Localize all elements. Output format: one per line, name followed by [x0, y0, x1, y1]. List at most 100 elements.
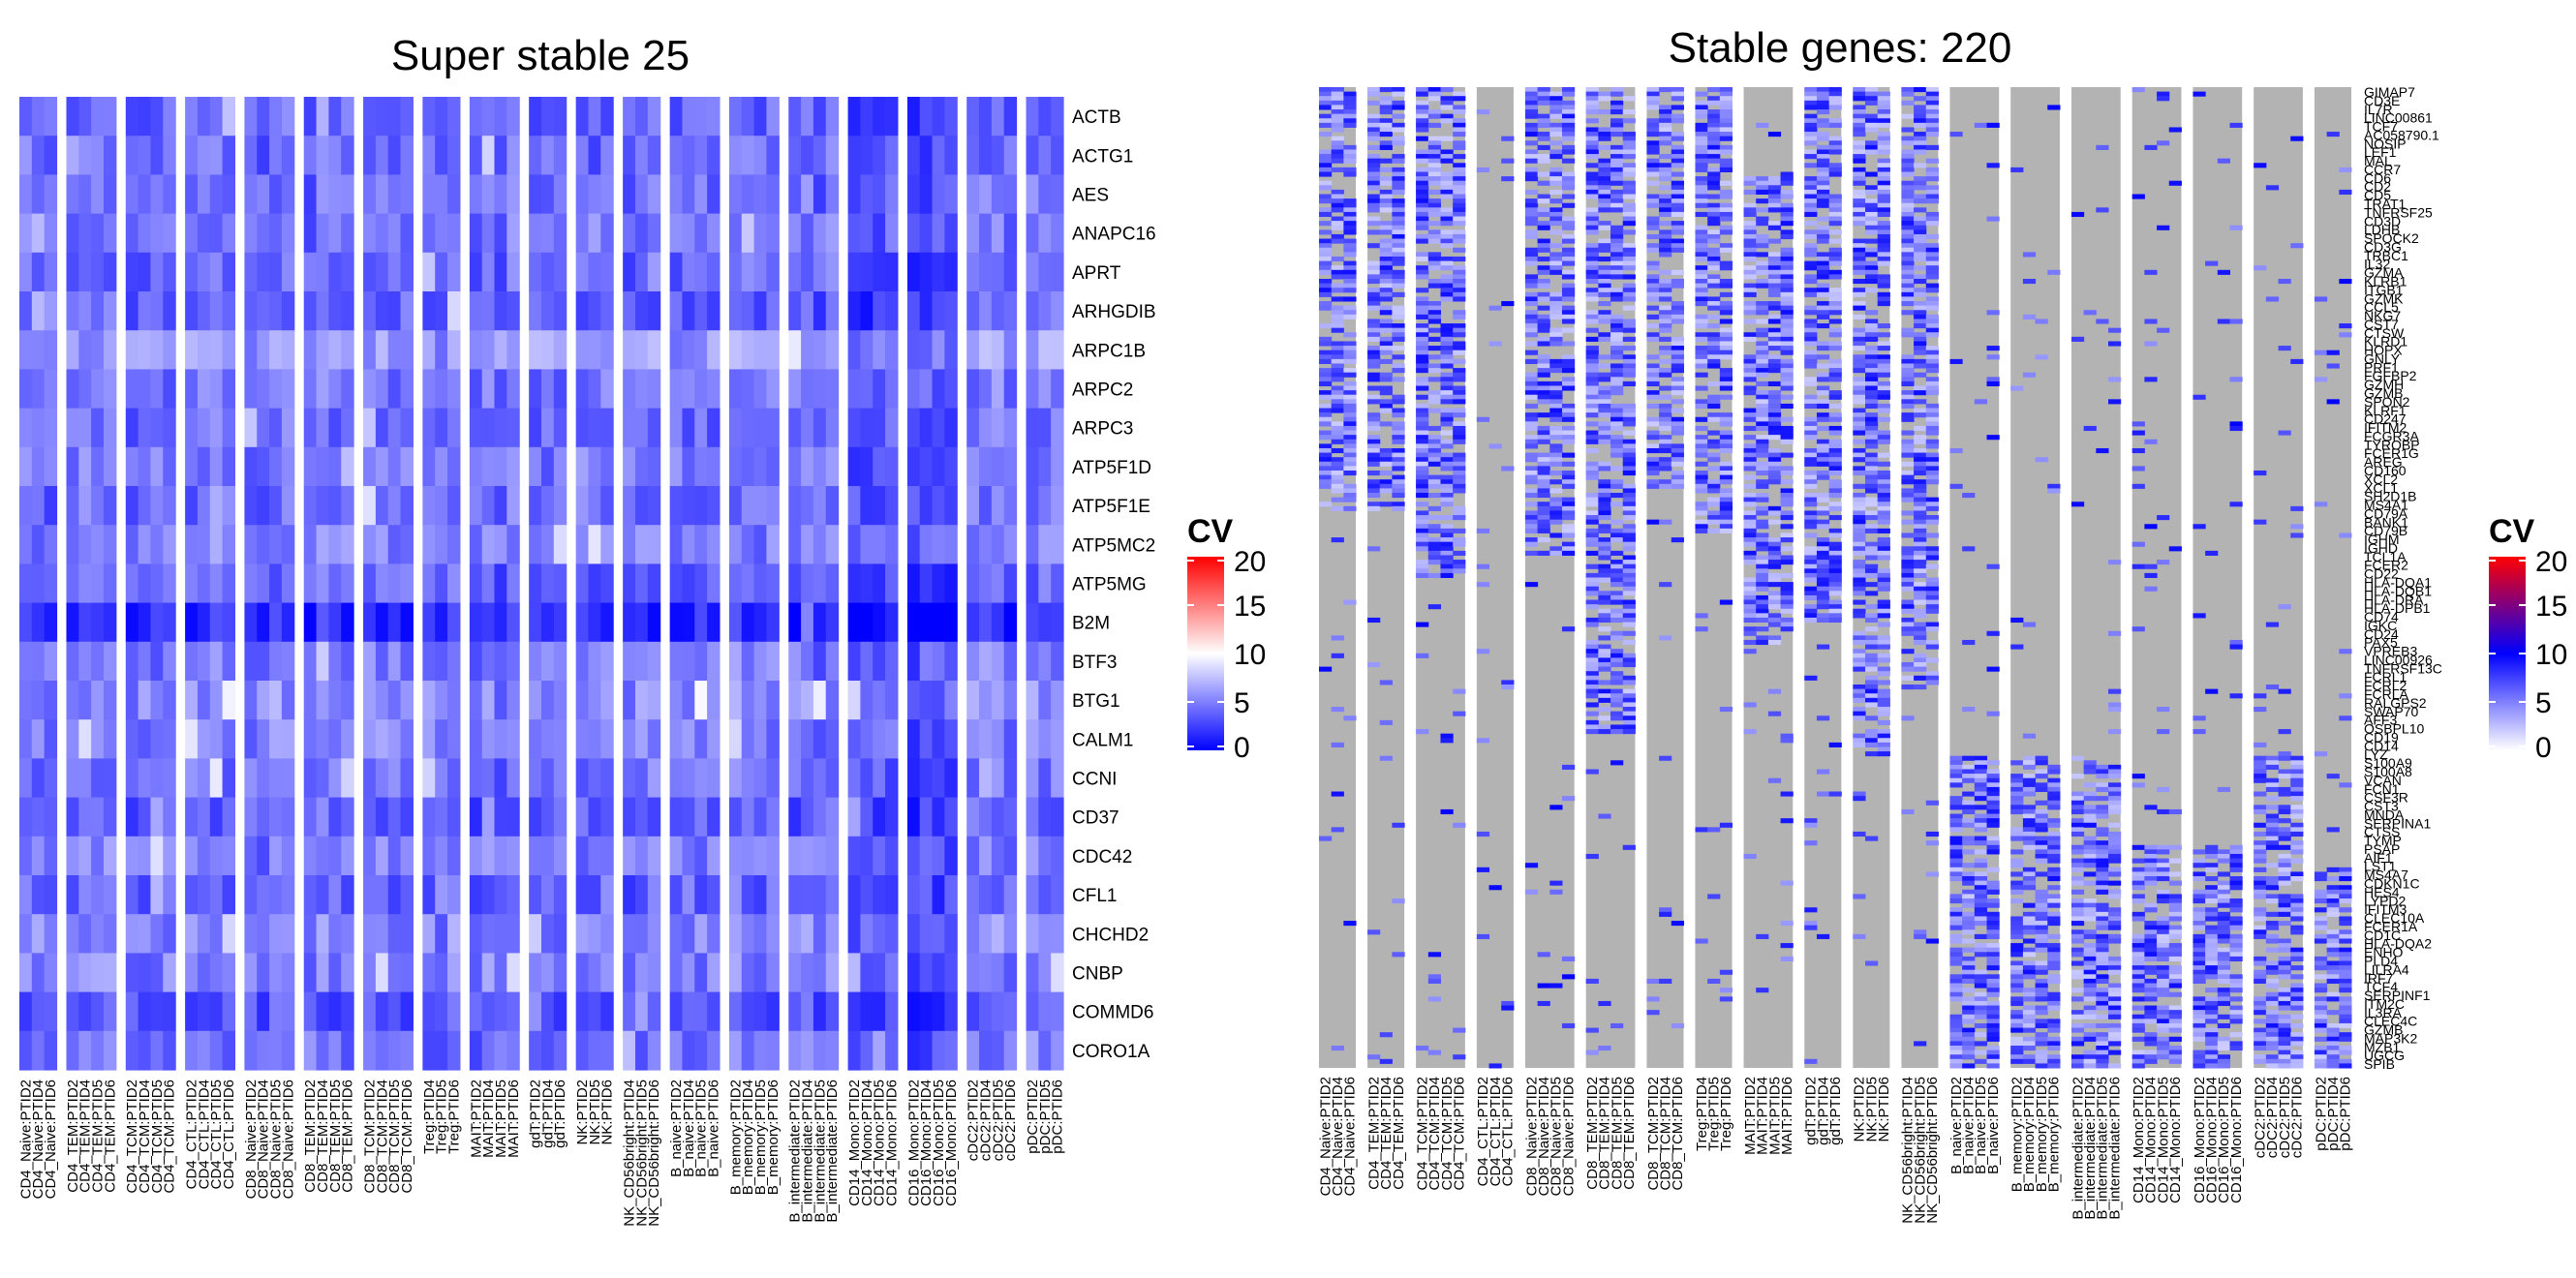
left-heat-cell [600, 641, 614, 682]
right-heat-cell [1440, 568, 1454, 574]
right-heat-cell [1925, 216, 1939, 222]
left-heat-cell [31, 136, 46, 175]
right-heat-cell [1877, 390, 1890, 396]
left-heat-cell [66, 641, 79, 682]
left-heat-cell [435, 369, 448, 410]
right-heat-cell [1343, 105, 1357, 110]
right-heat-cell [1598, 528, 1611, 533]
right-heat-cell [1416, 136, 1429, 141]
right-heat-cell [1319, 265, 1333, 271]
right-heat-cell [1453, 822, 1466, 828]
left-heat-cell [222, 719, 236, 759]
right-heat-cell [1622, 563, 1636, 569]
right-heat-cell [1610, 403, 1624, 410]
left-heat-cell [400, 641, 414, 682]
left-heat-cell [422, 991, 436, 1032]
right-group-background [1476, 87, 1514, 1068]
right-heat-cell [1427, 377, 1441, 382]
left-heat-cell [103, 719, 117, 759]
left-heat-cell [682, 875, 695, 915]
left-column-label: CD4_Naive:PTID4 [30, 1080, 46, 1199]
right-heat-cell [1853, 144, 1866, 150]
right-heat-cell [1561, 974, 1576, 980]
right-heat-cell [1756, 363, 1769, 369]
right-heat-cell [1416, 560, 1429, 565]
left-heat-cell [44, 213, 58, 254]
left-heat-cell [1038, 602, 1052, 643]
right-heat-cell [1416, 510, 1429, 516]
left-heat-cell [363, 213, 377, 254]
left-heat-cell [553, 758, 567, 799]
left-heat-cell [469, 174, 483, 215]
right-heat-cell [1659, 167, 1672, 172]
right-heat-cell [1524, 109, 1539, 115]
right-heat-cell [1804, 447, 1818, 454]
left-heat-cell [435, 563, 448, 604]
right-heat-cell [1598, 550, 1611, 556]
right-heat-cell [1901, 238, 1915, 244]
left-heat-cell [979, 525, 993, 564]
right-heat-cell [1367, 350, 1381, 355]
right-heat-cell [1367, 154, 1381, 160]
left-heat-cell [1051, 369, 1064, 410]
left-column-label: CD16_Mono:PTID2 [905, 1080, 922, 1206]
left-heat-cell [694, 563, 708, 604]
right-heat-cell [1780, 274, 1794, 280]
right-heat-cell [1816, 568, 1830, 574]
right-heat-cell [1598, 546, 1611, 552]
right-heat-cell [1780, 358, 1794, 364]
left-heat-cell [66, 991, 79, 1032]
right-heat-cell [1392, 327, 1405, 333]
right-heat-cell [1925, 158, 1939, 164]
left-heat-cell [766, 681, 780, 720]
right-heat-cell [1719, 283, 1733, 289]
right-heat-cell [1585, 675, 1599, 681]
left-heat-cell [788, 991, 802, 1032]
right-heat-cell [1561, 425, 1576, 432]
right-heat-cell [1816, 461, 1830, 467]
right-heat-cell [1719, 87, 1733, 93]
right-heat-cell [1343, 118, 1357, 124]
left-heat-cell [66, 525, 79, 564]
left-heat-cell [966, 174, 980, 215]
left-heat-cell [694, 602, 708, 643]
right-heat-cell [1367, 301, 1381, 307]
left-heat-cell [185, 136, 199, 175]
right-heat-cell [1816, 346, 1830, 351]
right-heat-cell [1416, 288, 1429, 293]
right-heat-cell [1392, 211, 1405, 218]
right-heat-cell [1610, 608, 1624, 614]
right-heat-cell [1853, 425, 1866, 432]
right-heat-cell [1537, 528, 1550, 533]
right-heat-cell [1767, 202, 1782, 208]
left-heat-cell [707, 681, 721, 720]
right-heat-cell [1331, 390, 1344, 396]
right-heat-cell [1610, 729, 1624, 735]
right-heat-cell [1901, 430, 1915, 436]
right-heat-cell [1524, 515, 1539, 521]
right-heat-cell [1853, 399, 1866, 405]
left-heat-cell [506, 252, 520, 292]
left-heat-cell [91, 991, 105, 1032]
right-heat-cell [1659, 154, 1672, 160]
left-heat-cell [447, 991, 461, 1032]
right-heat-cell [1453, 550, 1466, 556]
left-heat-cell [906, 486, 921, 526]
right-heat-cell [1816, 505, 1830, 511]
right-heat-cell [1598, 247, 1611, 253]
left-heat-cell [422, 602, 436, 643]
left-heat-cell [541, 563, 555, 604]
right-heat-cell [1695, 211, 1708, 218]
left-heat-cell [966, 875, 980, 915]
left-heat-cell [138, 330, 152, 370]
right-heat-cell [1537, 390, 1550, 396]
right-heat-cell [1585, 310, 1599, 316]
right-heat-cell [1598, 176, 1611, 182]
right-heat-cell [1901, 510, 1915, 516]
right-heat-cell [1379, 256, 1393, 262]
right-heat-cell [1707, 171, 1721, 177]
left-heat-cell [19, 1030, 33, 1071]
left-heat-cell [707, 563, 721, 604]
right-heat-cell [1343, 497, 1357, 502]
right-heat-cell [1537, 225, 1550, 230]
